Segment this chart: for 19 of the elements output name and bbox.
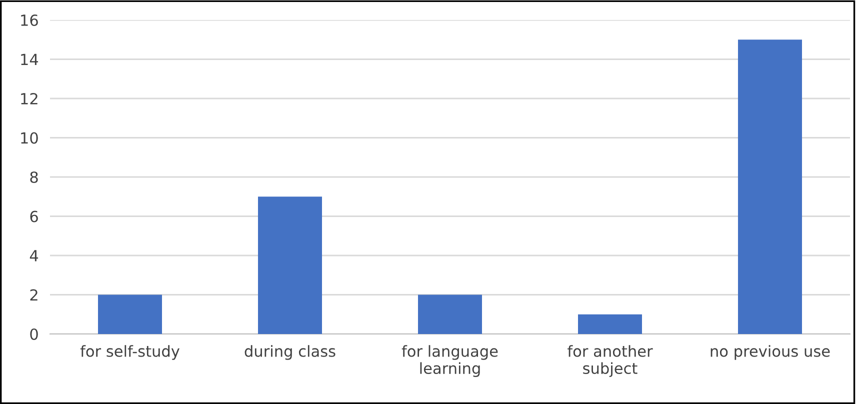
x-tick-label: no previous use: [710, 345, 830, 360]
x-tick-label: for another subject: [568, 345, 653, 378]
y-tick-label: 6: [30, 210, 38, 222]
x-tick-label: for language learning: [402, 345, 498, 378]
bar: [738, 40, 802, 334]
bar: [418, 294, 482, 334]
bar: [258, 196, 322, 334]
y-tick-label: 10: [21, 132, 38, 144]
y-tick-label: 12: [21, 92, 38, 104]
y-tick-label: 4: [30, 250, 38, 262]
y-tick-label: 0: [30, 328, 38, 340]
y-tick-label: 8: [30, 171, 38, 184]
y-tick-label: 14: [21, 54, 38, 66]
x-tick-label: during class: [244, 345, 336, 360]
bar: [98, 294, 162, 334]
bar: [578, 314, 642, 334]
x-tick-label: for self-study: [80, 345, 180, 360]
y-tick-label: 2: [30, 289, 38, 301]
y-tick-label: 16: [21, 14, 38, 26]
